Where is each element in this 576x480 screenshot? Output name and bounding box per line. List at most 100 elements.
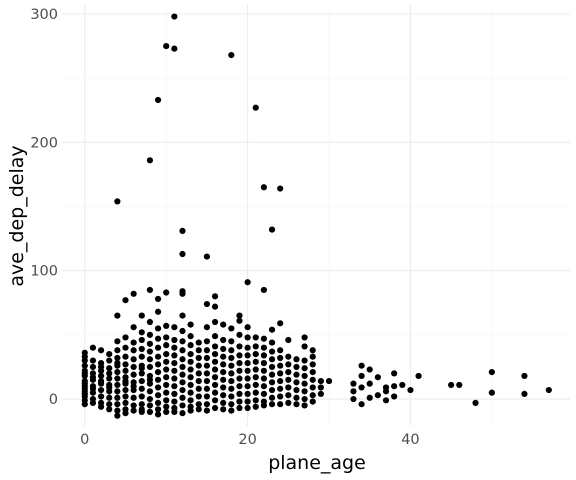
data-point [244, 375, 251, 382]
data-point [220, 406, 227, 413]
data-point [146, 363, 154, 371]
data-point [236, 317, 243, 324]
data-point [211, 351, 219, 358]
data-point [268, 379, 276, 386]
y-tick-label: 100 [30, 264, 58, 280]
data-point [146, 408, 154, 415]
data-point [122, 367, 129, 374]
x-tick-label: 20 [238, 432, 256, 448]
data-point [293, 394, 300, 401]
data-point [236, 404, 243, 412]
data-point [203, 354, 211, 362]
data-point [114, 412, 121, 419]
data-point [163, 289, 170, 296]
data-point [309, 398, 316, 405]
data-point [187, 351, 194, 358]
data-point [211, 303, 219, 310]
data-point [187, 397, 194, 404]
data-point [244, 352, 251, 359]
data-point [220, 353, 227, 360]
data-point [89, 363, 97, 371]
data-point [220, 336, 227, 344]
data-point [171, 45, 178, 52]
data-point [179, 363, 186, 371]
data-point [114, 360, 121, 367]
data-point [195, 393, 202, 400]
y-tick-label: 300 [30, 7, 58, 23]
data-point [130, 363, 137, 371]
data-point [154, 392, 162, 399]
data-point [163, 322, 170, 329]
data-point [252, 358, 259, 365]
data-point [81, 385, 88, 392]
data-point [130, 347, 137, 354]
x-tick-label: 0 [80, 432, 89, 448]
data-point [122, 377, 129, 385]
data-point [97, 347, 105, 354]
data-point [277, 320, 284, 327]
data-point [203, 362, 211, 369]
data-point [277, 362, 284, 369]
data-point [268, 386, 276, 394]
data-point [146, 318, 154, 326]
data-point [163, 408, 170, 415]
data-point [187, 381, 194, 389]
data-point [301, 372, 308, 380]
data-point [358, 362, 365, 369]
data-point [163, 42, 170, 50]
data-point [146, 340, 154, 347]
data-point [244, 398, 251, 405]
data-point [236, 331, 243, 338]
data-point [89, 374, 97, 381]
x-axis-tick-labels: 0 20 40 [80, 432, 419, 448]
data-point [488, 389, 495, 396]
data-point [415, 372, 422, 380]
data-point [301, 357, 308, 364]
data-point [252, 389, 259, 396]
data-point [138, 365, 145, 372]
data-point [171, 408, 178, 415]
data-point [228, 338, 235, 345]
data-point [350, 395, 357, 403]
data-point [268, 326, 276, 333]
data-point [203, 347, 211, 354]
data-point [236, 390, 243, 398]
data-point [203, 324, 211, 331]
data-point [285, 384, 292, 391]
data-point [122, 361, 129, 368]
data-point [236, 360, 243, 367]
data-point [260, 375, 267, 382]
data-point [301, 343, 308, 350]
data-point [220, 321, 227, 328]
data-point [236, 383, 243, 390]
data-point [268, 363, 276, 371]
data-point [89, 399, 97, 406]
data-point [244, 324, 251, 331]
data-point [163, 358, 170, 365]
data-point [146, 348, 154, 355]
data-point [146, 388, 154, 395]
data-point [203, 393, 211, 400]
x-tick-label: 40 [401, 432, 419, 448]
data-point [252, 104, 259, 111]
data-point [268, 394, 276, 401]
data-point [138, 377, 145, 385]
data-point [211, 318, 219, 326]
data-point [350, 388, 357, 395]
data-point [154, 384, 162, 391]
data-point [122, 297, 129, 304]
data-point [309, 347, 316, 354]
data-point [179, 402, 186, 409]
data-point [154, 361, 162, 368]
data-point [456, 381, 463, 389]
data-point [277, 347, 284, 354]
data-point [81, 362, 88, 369]
data-point [89, 344, 97, 351]
data-point [285, 361, 292, 368]
data-point [163, 366, 170, 373]
data-point [309, 392, 316, 399]
data-point [114, 401, 121, 408]
data-point [252, 374, 259, 381]
data-point [244, 334, 251, 341]
data-point [122, 393, 129, 400]
